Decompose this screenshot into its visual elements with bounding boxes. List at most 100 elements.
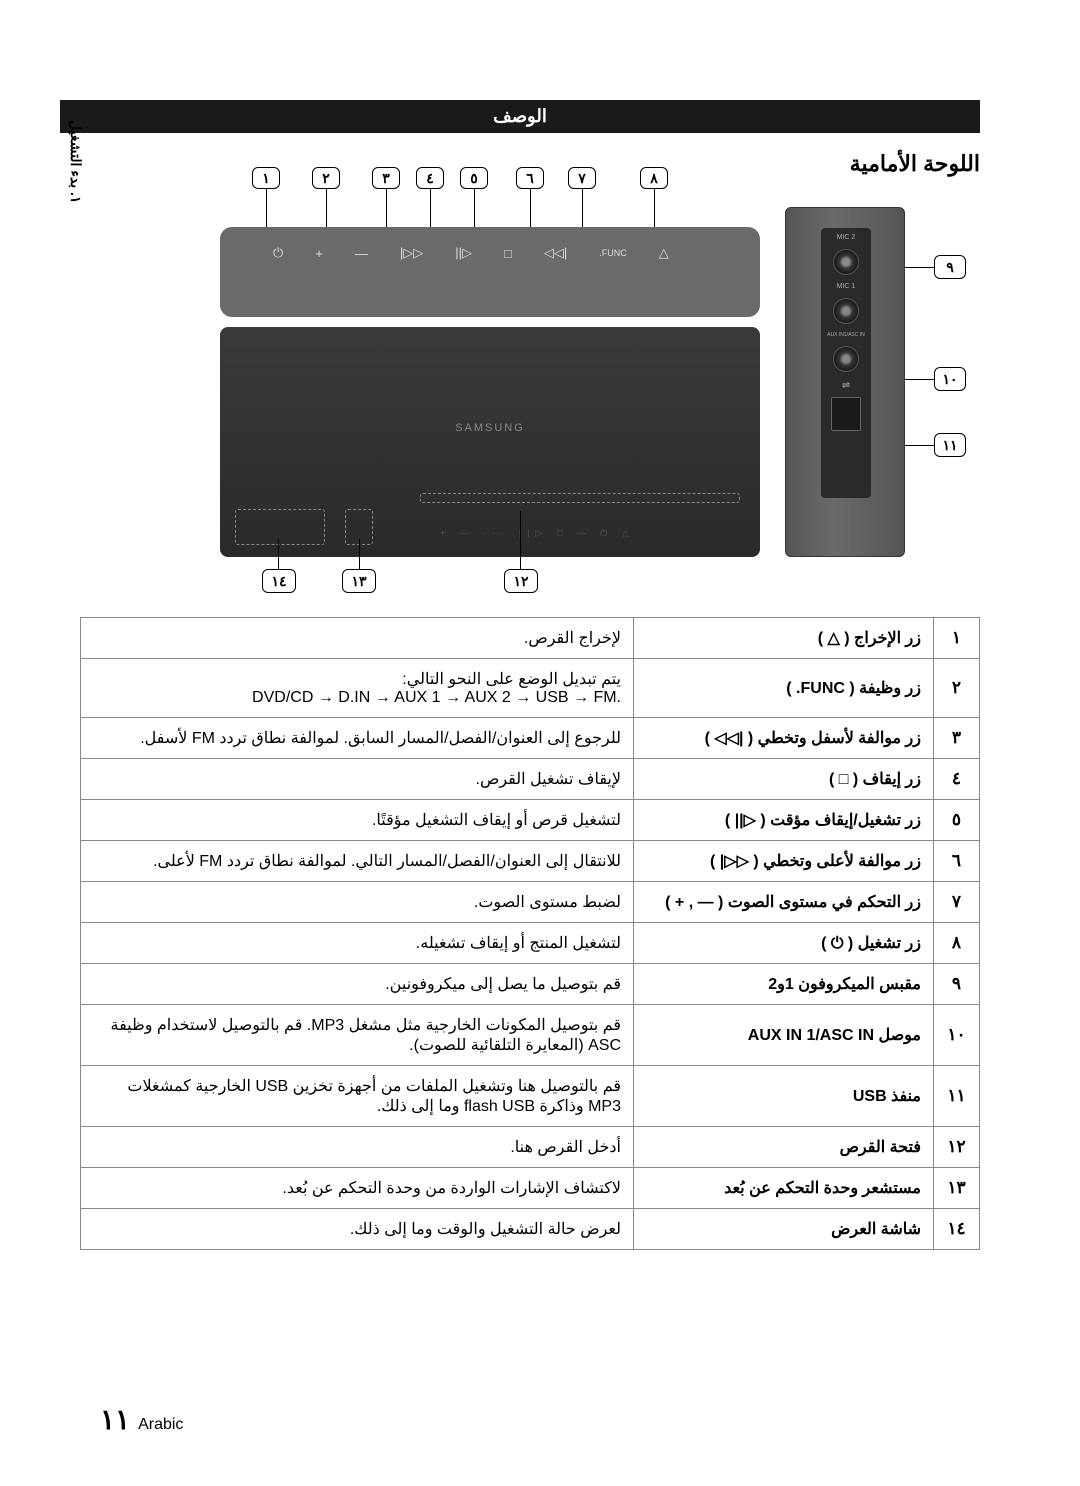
table-row: ٩مقبس الميكروفون 1و2قم بتوصيل ما يصل إلى… <box>81 964 980 1005</box>
table-row: ١٤شاشة العرضلعرض حالة التشغيل والوقت وما… <box>81 1209 980 1250</box>
callout-10: ١٠ <box>934 367 966 391</box>
device-diagram: ١ ٢ ٣ ٤ ٥ ٦ ٧ ٨ △ FUNC. |◁◁ □ ▷|| ▷▷| — … <box>220 197 980 577</box>
aux-jack <box>833 346 859 372</box>
row-description: لإيقاف تشغيل القرص. <box>81 759 634 800</box>
page-language: Arabic <box>138 1416 183 1434</box>
usb-icon: ⇌ <box>821 380 871 391</box>
display-box <box>235 509 325 545</box>
callout-8: ٨ <box>640 167 668 189</box>
row-description: لتشغيل المنتج أو إيقاف تشغيله. <box>81 923 634 964</box>
callout-6: ٦ <box>516 167 544 189</box>
panel-small-icons: △ ⏻ — □ ▷|| ··· — + <box>440 528 635 539</box>
row-description: لتشغيل قرص أو إيقاف التشغيل مؤقتًا. <box>81 800 634 841</box>
row-label: زر الإخراج ( △ ) <box>634 618 934 659</box>
row-label: موصل AUX IN 1/ASC IN <box>634 1005 934 1066</box>
aux-label: AUX IN1/ASC IN <box>821 332 871 338</box>
row-description: لضبط مستوى الصوت. <box>81 882 634 923</box>
callout-2: ٢ <box>312 167 340 189</box>
row-number: ١١ <box>934 1066 980 1127</box>
callout-9: ٩ <box>934 255 966 279</box>
mic2-jack <box>833 249 859 275</box>
table-row: ٥زر تشغيل/إيقاف مؤقت ( ▷|| )لتشغيل قرص أ… <box>81 800 980 841</box>
controls-table: ١زر الإخراج ( △ )لإخراج القرص.٢زر وظيفة … <box>80 617 980 1250</box>
row-description: قم بالتوصيل هنا وتشغيل الملفات من أجهزة … <box>81 1066 634 1127</box>
row-description: للرجوع إلى العنوان/الفصل/المسار السابق. … <box>81 718 634 759</box>
side-tab: ١. بدء التشغيل <box>68 120 84 203</box>
prev-icon: |◁◁ <box>544 245 567 261</box>
device-top-panel: △ FUNC. |◁◁ □ ▷|| ▷▷| — + ⏻ <box>220 227 760 317</box>
table-row: ١زر الإخراج ( △ )لإخراج القرص. <box>81 618 980 659</box>
top-buttons-row: △ FUNC. |◁◁ □ ▷|| ▷▷| — + ⏻ <box>245 245 669 261</box>
row-number: ٨ <box>934 923 980 964</box>
table-row: ٦زر موالفة لأعلى وتخطي ( ▷▷| )للانتقال إ… <box>81 841 980 882</box>
row-label: منفذ USB <box>634 1066 934 1127</box>
row-number: ٣ <box>934 718 980 759</box>
row-description: أدخل القرص هنا. <box>81 1127 634 1168</box>
func-label: FUNC. <box>599 248 627 258</box>
row-label: مستشعر وحدة التحكم عن بُعد <box>634 1168 934 1209</box>
row-label: زر إيقاف ( □ ) <box>634 759 934 800</box>
row-number: ١٢ <box>934 1127 980 1168</box>
disc-slot-box <box>420 493 740 503</box>
stop-icon: □ <box>504 246 512 261</box>
callout-1: ١ <box>252 167 280 189</box>
table-row: ٤زر إيقاف ( □ )لإيقاف تشغيل القرص. <box>81 759 980 800</box>
row-number: ١٤ <box>934 1209 980 1250</box>
table-row: ٧زر التحكم في مستوى الصوت ( — , + )لضبط … <box>81 882 980 923</box>
table-row: ١٢فتحة القرصأدخل القرص هنا. <box>81 1127 980 1168</box>
vol-up-icon: + <box>315 246 323 261</box>
row-label: زر التحكم في مستوى الصوت ( — , + ) <box>634 882 934 923</box>
table-row: ١٣مستشعر وحدة التحكم عن بُعدلاكتشاف الإش… <box>81 1168 980 1209</box>
row-number: ١ <box>934 618 980 659</box>
callout-4: ٤ <box>416 167 444 189</box>
device-front-panel: SAMSUNG △ ⏻ — □ ▷|| ··· — + <box>220 327 760 557</box>
table-row: ٢زر وظيفة ( FUNC. )يتم تبديل الوضع على ا… <box>81 659 980 718</box>
row-label: زر موالفة لأعلى وتخطي ( ▷▷| ) <box>634 841 934 882</box>
callout-11: ١١ <box>934 433 966 457</box>
row-label: زر تشغيل/إيقاف مؤقت ( ▷|| ) <box>634 800 934 841</box>
samsung-logo: SAMSUNG <box>455 422 525 434</box>
row-label: زر وظيفة ( FUNC. ) <box>634 659 934 718</box>
callout-12: ١٢ <box>504 569 538 593</box>
table-row: ١٠موصل AUX IN 1/ASC INقم بتوصيل المكونات… <box>81 1005 980 1066</box>
power-icon: ⏻ <box>273 245 283 261</box>
eject-icon: △ <box>659 245 669 261</box>
callout-5: ٥ <box>460 167 488 189</box>
table-row: ٨زر تشغيل ( ⏻ )لتشغيل المنتج أو إيقاف تش… <box>81 923 980 964</box>
callout-7: ٧ <box>568 167 596 189</box>
row-description: قم بتوصيل ما يصل إلى ميكروفونين. <box>81 964 634 1005</box>
device-side-panel: MIC 2 MIC 1 AUX IN1/ASC IN ⇌ <box>785 207 905 557</box>
row-number: ٥ <box>934 800 980 841</box>
play-pause-icon: ▷|| <box>455 245 472 261</box>
row-label: شاشة العرض <box>634 1209 934 1250</box>
callout-13: ١٣ <box>342 569 376 593</box>
table-row: ٣زر موالفة لأسفل وتخطي ( |◁◁ )للرجوع إلى… <box>81 718 980 759</box>
row-description: يتم تبديل الوضع على النحو التالي: .DVD/C… <box>81 659 634 718</box>
row-label: فتحة القرص <box>634 1127 934 1168</box>
row-description: لإخراج القرص. <box>81 618 634 659</box>
row-description: لعرض حالة التشغيل والوقت وما إلى ذلك. <box>81 1209 634 1250</box>
usb-port <box>831 397 861 431</box>
table-row: ١١منفذ USBقم بالتوصيل هنا وتشغيل الملفات… <box>81 1066 980 1127</box>
mic2-label: MIC 2 <box>821 234 871 241</box>
row-description: للانتقال إلى العنوان/الفصل/المسار التالي… <box>81 841 634 882</box>
next-icon: ▷▷| <box>400 245 423 261</box>
row-label: زر موالفة لأسفل وتخطي ( |◁◁ ) <box>634 718 934 759</box>
row-number: ١٠ <box>934 1005 980 1066</box>
row-number: ٧ <box>934 882 980 923</box>
mic1-label: MIC 1 <box>821 283 871 290</box>
header-bar: الوصف <box>60 100 980 133</box>
row-description: لاكتشاف الإشارات الواردة من وحدة التحكم … <box>81 1168 634 1209</box>
page-number: ١١ <box>100 1403 130 1436</box>
row-number: ٢ <box>934 659 980 718</box>
callout-3: ٣ <box>372 167 400 189</box>
page-footer: ١١ Arabic <box>100 1403 183 1436</box>
vol-down-icon: — <box>355 246 368 261</box>
row-label: زر تشغيل ( ⏻ ) <box>634 923 934 964</box>
row-description: قم بتوصيل المكونات الخارجية مثل مشغل MP3… <box>81 1005 634 1066</box>
mic1-jack <box>833 298 859 324</box>
row-number: ٤ <box>934 759 980 800</box>
row-label: مقبس الميكروفون 1و2 <box>634 964 934 1005</box>
row-number: ٩ <box>934 964 980 1005</box>
callout-14: ١٤ <box>262 569 296 593</box>
